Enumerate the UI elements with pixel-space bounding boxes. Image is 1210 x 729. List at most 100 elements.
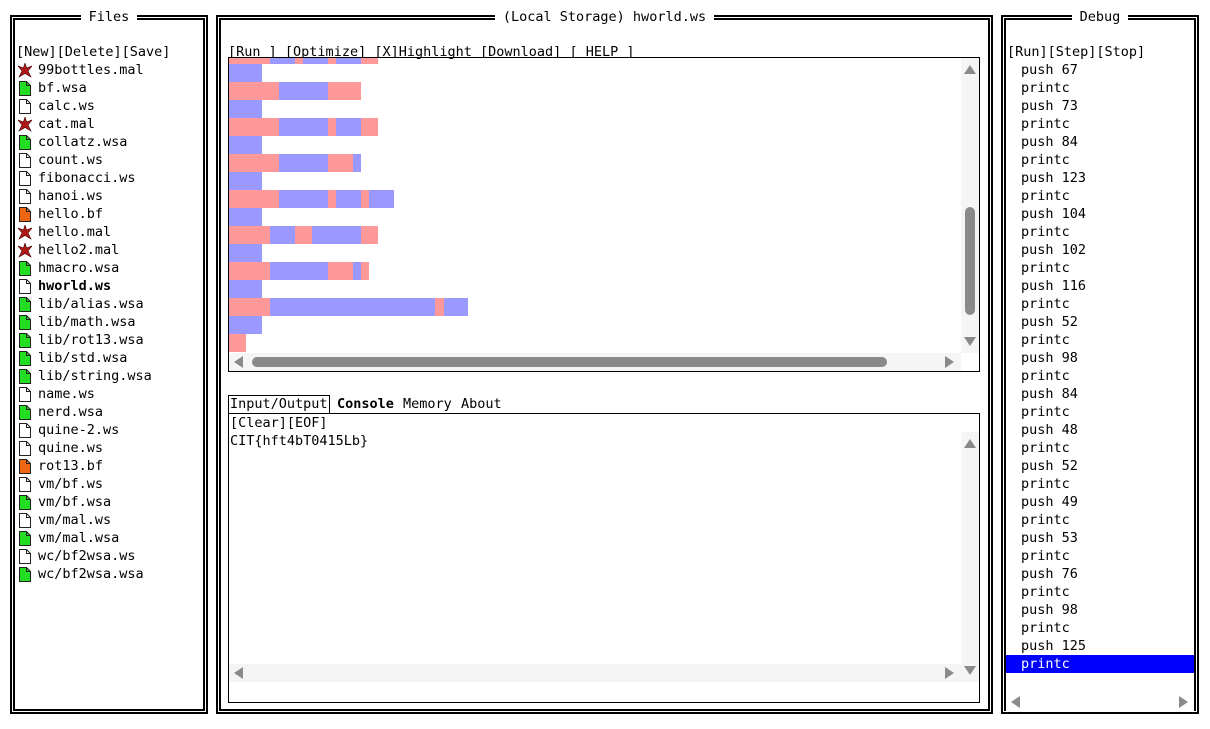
file-item[interactable]: lib/std.wsa — [16, 349, 152, 367]
file-item[interactable]: hanoi.ws — [16, 187, 152, 205]
tab-input-output[interactable]: Input/Output — [228, 395, 330, 414]
file-item[interactable]: calc.ws — [16, 97, 152, 115]
file-item[interactable]: rot13.bf — [16, 457, 152, 475]
file-name: quine.ws — [38, 440, 104, 456]
tab-console[interactable]: Console — [337, 395, 394, 413]
vertical-scrollbar[interactable] — [961, 58, 979, 353]
output-text[interactable]: CIT{hft4bT0415Lb} — [230, 433, 369, 449]
instruction-item[interactable]: push 49 — [1021, 494, 1078, 510]
run-button[interactable]: [Run ] — [228, 44, 277, 60]
download-button[interactable]: [Download] — [480, 44, 562, 60]
instruction-item[interactable]: push 125 — [1021, 638, 1087, 654]
debug-step-button[interactable]: [Step] — [1047, 44, 1097, 60]
scroll-left-icon[interactable] — [234, 667, 243, 679]
file-item[interactable]: vm/mal.ws — [16, 511, 152, 529]
clear-button[interactable]: [Clear] — [230, 415, 287, 431]
instruction-item[interactable]: push 116 — [1021, 278, 1087, 294]
save-file-button[interactable]: [Save] — [121, 44, 171, 60]
instruction-item[interactable]: printc — [1021, 584, 1070, 600]
file-item[interactable]: fibonacci.ws — [16, 169, 152, 187]
instruction-item[interactable]: push 84 — [1021, 386, 1078, 402]
scroll-down-icon[interactable] — [964, 666, 976, 675]
instruction-item[interactable]: push 98 — [1021, 602, 1078, 618]
tab-about[interactable]: About — [461, 395, 502, 413]
delete-file-button[interactable]: [Delete] — [56, 44, 122, 60]
highlight-toggle[interactable]: [X]Highlight — [374, 44, 472, 60]
scroll-left-icon[interactable] — [1011, 696, 1020, 708]
file-item[interactable]: vm/bf.wsa — [16, 493, 152, 511]
debug-run-button[interactable]: [Run] — [1007, 44, 1048, 60]
instruction-item[interactable]: push 53 — [1021, 530, 1078, 546]
instruction-item[interactable]: printc — [1021, 476, 1070, 492]
file-item[interactable]: lib/string.wsa — [16, 367, 152, 385]
instruction-item[interactable]: push 48 — [1021, 422, 1078, 438]
file-item[interactable]: vm/bf.ws — [16, 475, 152, 493]
file-item[interactable]: hello.mal — [16, 223, 152, 241]
file-item[interactable]: hello.bf — [16, 205, 152, 223]
instruction-item[interactable]: printc — [1021, 548, 1070, 564]
instruction-item[interactable]: printc — [1021, 512, 1070, 528]
file-item[interactable]: wc/bf2wsa.ws — [16, 547, 152, 565]
file-item[interactable]: nerd.wsa — [16, 403, 152, 421]
instruction-item[interactable]: printc — [1021, 80, 1070, 96]
scroll-left-icon[interactable] — [234, 356, 243, 368]
file-item[interactable]: bf.wsa — [16, 79, 152, 97]
optimize-button[interactable]: [Optimize] — [284, 44, 367, 60]
instruction-item[interactable]: push 73 — [1021, 98, 1078, 114]
instruction-item[interactable]: push 76 — [1021, 566, 1078, 582]
file-item[interactable]: lib/alias.wsa — [16, 295, 152, 313]
scroll-thumb[interactable] — [965, 207, 975, 315]
instruction-item[interactable]: push 98 — [1021, 350, 1078, 366]
file-item[interactable]: hmacro.wsa — [16, 259, 152, 277]
h-scroll-thumb[interactable] — [252, 357, 887, 367]
instruction-item[interactable]: push 52 — [1021, 458, 1078, 474]
instruction-item[interactable]: printc — [1021, 440, 1070, 456]
file-item[interactable]: wc/bf2wsa.wsa — [16, 565, 152, 583]
instruction-item[interactable]: push 67 — [1021, 62, 1078, 78]
scroll-up-icon[interactable] — [964, 65, 976, 74]
instruction-item[interactable]: printc — [1006, 655, 1194, 673]
file-item[interactable]: name.ws — [16, 385, 152, 403]
file-item[interactable]: lib/rot13.wsa — [16, 331, 152, 349]
instruction-item[interactable]: printc — [1021, 368, 1070, 384]
scroll-right-icon[interactable] — [945, 667, 954, 679]
instruction-item[interactable]: push 104 — [1021, 206, 1087, 222]
file-item[interactable]: lib/math.wsa — [16, 313, 152, 331]
code-editor[interactable] — [228, 57, 980, 372]
instruction-item[interactable]: printc — [1021, 224, 1070, 240]
horizontal-scrollbar[interactable] — [229, 353, 961, 371]
file-item[interactable]: count.ws — [16, 151, 152, 169]
file-item[interactable]: quine.ws — [16, 439, 152, 457]
debug-stop-button[interactable]: [Stop] — [1096, 44, 1146, 60]
instruction-item[interactable]: printc — [1021, 188, 1070, 204]
file-item[interactable]: 99bottles.mal — [16, 61, 152, 79]
output-vertical-scrollbar[interactable] — [961, 432, 979, 682]
scroll-right-icon[interactable] — [1179, 696, 1188, 708]
scroll-down-icon[interactable] — [964, 337, 976, 346]
help-button[interactable]: [ HELP ] — [569, 44, 635, 60]
instruction-item[interactable]: push 123 — [1021, 170, 1087, 186]
instruction-item[interactable]: push 84 — [1021, 134, 1078, 150]
new-file-button[interactable]: [New] — [16, 44, 57, 60]
output-horizontal-scrollbar[interactable] — [229, 664, 961, 682]
file-item[interactable]: collatz.wsa — [16, 133, 152, 151]
instruction-item[interactable]: printc — [1021, 116, 1070, 132]
file-item[interactable]: quine-2.ws — [16, 421, 152, 439]
file-item[interactable]: vm/mal.wsa — [16, 529, 152, 547]
instruction-item[interactable]: printc — [1021, 152, 1070, 168]
instruction-item[interactable]: printc — [1021, 620, 1070, 636]
instruction-item[interactable]: push 102 — [1021, 242, 1087, 258]
instruction-item[interactable]: printc — [1021, 404, 1070, 420]
debug-horizontal-scrollbar[interactable] — [1006, 693, 1194, 711]
instruction-item[interactable]: push 52 — [1021, 314, 1078, 330]
instruction-item[interactable]: printc — [1021, 260, 1070, 276]
instruction-item[interactable]: printc — [1021, 296, 1070, 312]
eof-button[interactable]: [EOF] — [286, 415, 328, 431]
instruction-item[interactable]: printc — [1021, 332, 1070, 348]
file-item[interactable]: hworld.ws — [16, 277, 152, 295]
scroll-up-icon[interactable] — [964, 439, 976, 448]
file-item[interactable]: hello2.mal — [16, 241, 152, 259]
tab-memory[interactable]: Memory — [403, 395, 452, 413]
scroll-right-icon[interactable] — [945, 356, 954, 368]
file-item[interactable]: cat.mal — [16, 115, 152, 133]
